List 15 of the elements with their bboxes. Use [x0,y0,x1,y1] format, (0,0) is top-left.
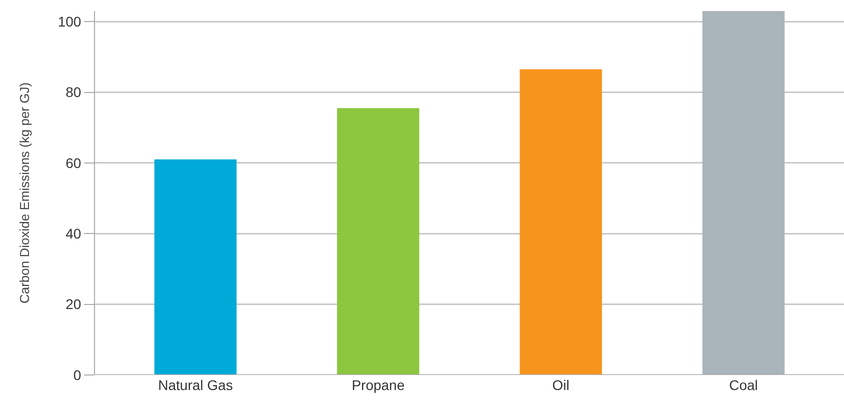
y-tick-label: 80 [66,84,82,100]
x-tick-label: Coal [729,377,758,393]
y-tick-label: 100 [58,14,82,30]
bar [702,11,785,375]
x-tick-label: Natural Gas [158,377,233,393]
x-tick-label: Oil [552,377,570,393]
y-axis-title: Carbon Dioxide Emissions (kg per GJ) [16,82,32,304]
x-tick-label: Propane [352,377,405,393]
y-tick-label: 0 [73,366,82,383]
bar [154,159,237,375]
y-tick-label: 60 [66,154,82,171]
bar [337,108,420,375]
y-tick-label: 40 [66,226,82,242]
bar [520,69,602,375]
y-tick-label: 20 [66,296,82,312]
